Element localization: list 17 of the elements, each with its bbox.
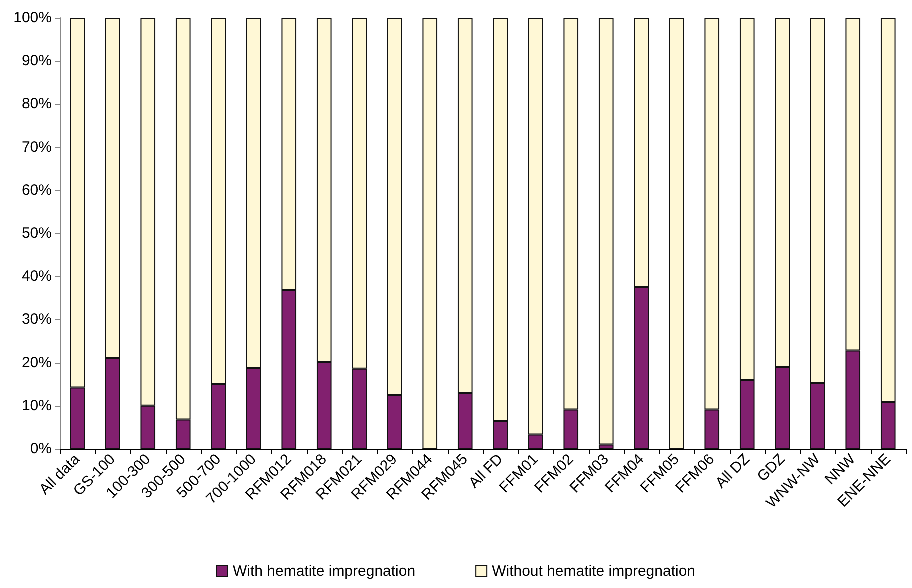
y-tick-label: 70% <box>22 138 52 156</box>
y-tick-label: 50% <box>22 225 52 242</box>
y-tick-label: 60% <box>22 182 52 199</box>
y-tick-label: 40% <box>22 268 52 286</box>
x-tick-label: All DZ <box>712 450 754 492</box>
bar <box>598 18 614 445</box>
y-tick-label: 90% <box>22 52 52 70</box>
legend-label: Without hematite impregnation <box>492 563 696 580</box>
legend-label: With hematite impregnation <box>232 563 416 580</box>
y-tick-label: 20% <box>22 354 52 372</box>
bar <box>669 18 684 449</box>
y-tick-label: 10% <box>22 397 52 414</box>
y-tick-label: 100% <box>14 10 52 26</box>
y-tick-label: 0% <box>30 440 52 458</box>
bar <box>422 18 438 449</box>
y-tick-label: 30% <box>22 311 52 328</box>
y-tick-label: 80% <box>22 96 52 113</box>
